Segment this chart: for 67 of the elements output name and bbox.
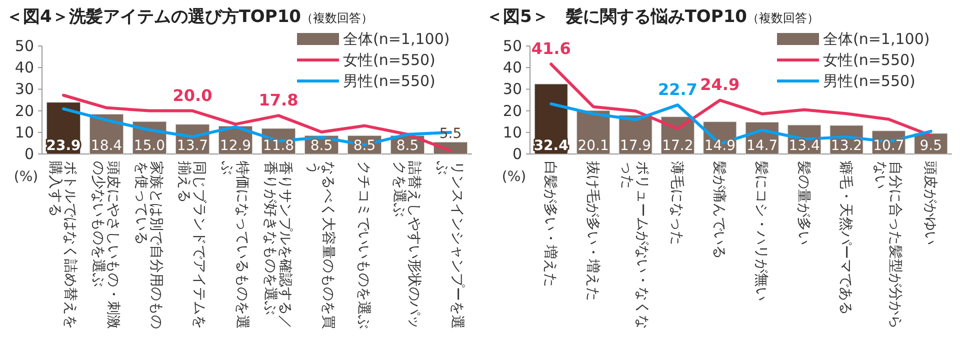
data-label: 18.4 (90, 138, 122, 154)
y-tick-label: 0 (512, 145, 522, 163)
chart-subtitle: （複数回答） (747, 11, 819, 25)
y-tick-label: 10 (14, 123, 34, 142)
x-tick-label: 頭皮にやさしいもの・刺激の少ないものを選ぶ (90, 161, 121, 329)
chart-title: ＜図5＞ 髪に関する悩みTOP10 (486, 7, 748, 27)
y-tick-label: 30 (14, 80, 34, 98)
x-tick-label: 髪の量が多い (795, 161, 812, 245)
y-tick-label: 10 (502, 123, 522, 142)
legend-label: 男性(n=550) (343, 72, 436, 90)
legend-label: 女性(n=550) (823, 51, 916, 69)
x-tick-label: 白髪が多い・増えた (542, 161, 560, 287)
chart-subtitle: （複数回答） (301, 11, 373, 25)
y-tick-label: 20 (14, 102, 34, 120)
data-label: 17.2 (662, 138, 694, 154)
y-tick-label: 40 (14, 58, 34, 77)
data-label: 20.0 (172, 86, 212, 105)
y-tick-label: 0 (24, 145, 34, 163)
data-label: 17.9 (620, 138, 652, 154)
legend-label: 男性(n=550) (823, 72, 916, 90)
data-label: 22.7 (658, 80, 698, 99)
x-tick-label: 薄毛になった (668, 161, 685, 245)
x-tick-label: なるべく大容量のものを買う (305, 161, 336, 329)
y-tick-label: 50 (502, 37, 522, 55)
x-tick-label: 髪にコシ・ハリが無い (753, 161, 770, 301)
x-tick-label: 家族とは別で自分用のものを使っている (133, 161, 164, 329)
data-label: 5.5 (439, 126, 462, 142)
x-tick-label: 詰替えしやすい形状のパックを選ぶ (391, 161, 422, 329)
x-tick-label: 自分に合った髪型が分からない (872, 161, 904, 329)
x-tick-label: ボリュームがない・なくなった (619, 161, 650, 329)
x-tick-label: 抜け毛が多い・増えた (584, 161, 602, 301)
data-label: 17.8 (258, 90, 298, 110)
x-tick-label: 髪が痛んでいる (710, 161, 727, 259)
data-label: 12.9 (220, 138, 252, 154)
data-label: 24.9 (700, 75, 740, 94)
data-label: 13.2 (830, 138, 862, 154)
data-label: 14.9 (704, 138, 736, 154)
y-tick-label: 40 (502, 58, 522, 77)
legend-label: 全体(n=1,100) (343, 30, 450, 48)
y-axis-title: (%) (14, 169, 38, 185)
x-tick-label: リンスインシャンプーを選ぶ (434, 161, 465, 329)
x-tick-label: ボトルではなく詰め替えを購入する (47, 161, 78, 329)
data-label: 11.8 (262, 138, 294, 154)
legend-label: 全体(n=1,100) (823, 30, 930, 48)
data-label: 20.1 (578, 138, 609, 154)
x-tick-label: 特価になっているものを選ぶ (219, 161, 250, 329)
data-label: 13.7 (176, 138, 208, 154)
x-tick-label: 癖毛・天然パーマである (838, 160, 854, 315)
data-label: 41.6 (531, 39, 571, 58)
data-label: 14.7 (746, 138, 778, 154)
x-tick-label: 同じブランドでアイテムを揃える (176, 161, 207, 329)
data-label: 15.0 (134, 138, 166, 154)
y-axis-title: (%) (502, 169, 526, 185)
data-label: 9.5 (920, 138, 942, 154)
y-tick-label: 20 (502, 102, 522, 120)
data-label: 13.4 (788, 138, 820, 154)
x-tick-label: 頭皮がかゆい (922, 161, 938, 245)
data-label: 23.9 (46, 138, 81, 154)
x-tick-label: 香りサンプルを確認する／香りが好きなものを選ぶ (262, 161, 293, 329)
chart-title: ＜図4＞洗髪アイテムの選び方TOP10 (6, 7, 302, 27)
y-tick-label: 30 (502, 80, 522, 98)
legend-label: 女性(n=550) (343, 51, 436, 69)
x-tick-label: クチコミでいいものを選ぶ (356, 161, 372, 329)
data-label: 10.7 (873, 138, 904, 154)
y-tick-label: 50 (14, 37, 34, 55)
data-label: 8.5 (310, 138, 333, 154)
data-label: 8.5 (396, 138, 419, 154)
